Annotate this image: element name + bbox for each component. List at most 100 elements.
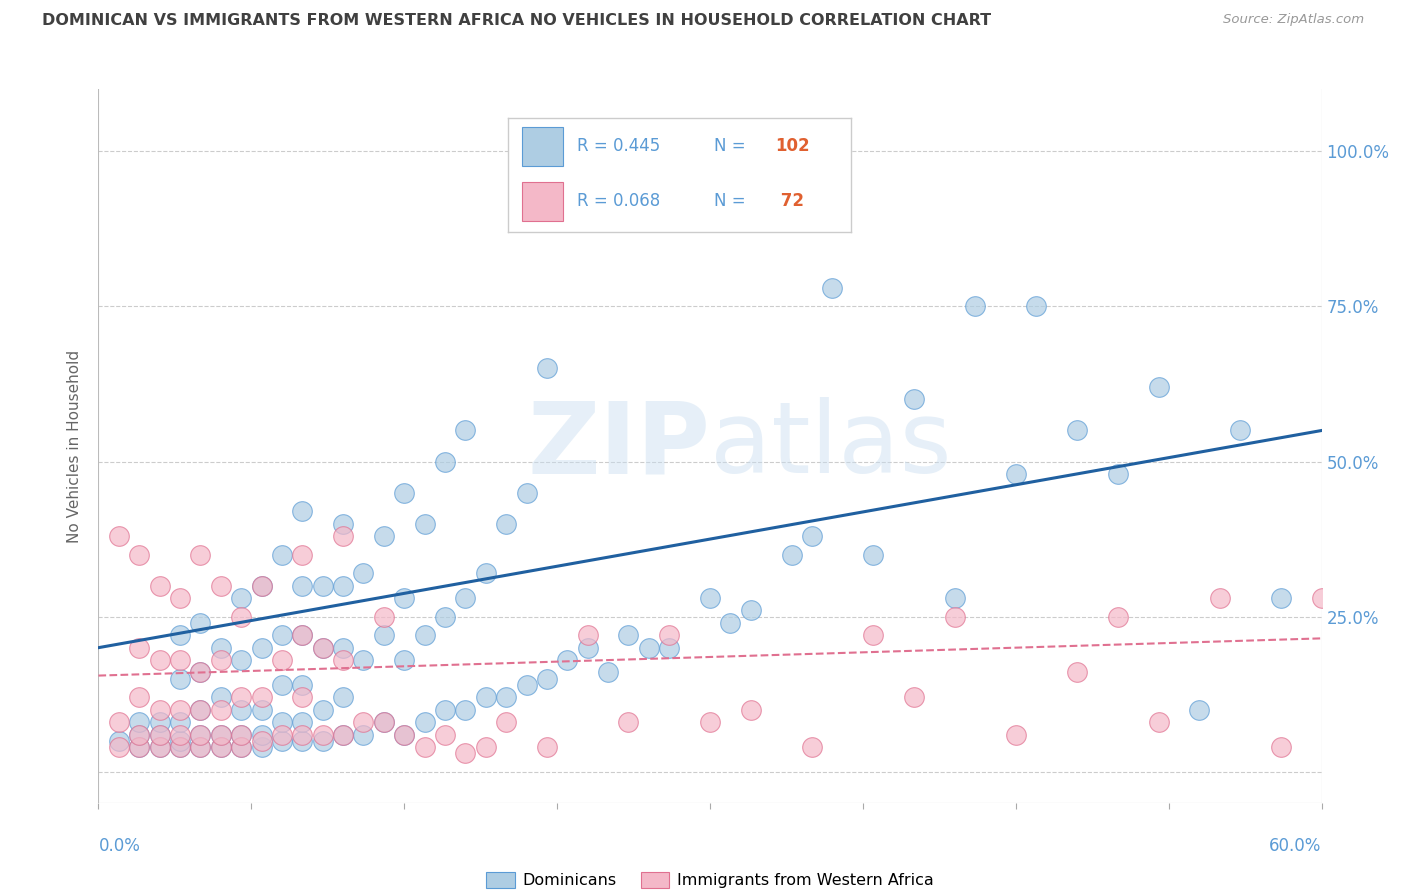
Point <box>250 703 273 717</box>
Point <box>128 715 150 730</box>
Point <box>332 516 354 531</box>
Point <box>250 690 273 705</box>
Text: R = 0.068: R = 0.068 <box>576 192 659 211</box>
Point <box>188 665 212 680</box>
Point <box>209 727 232 741</box>
Point <box>1066 424 1088 438</box>
Point <box>1147 380 1170 394</box>
Point <box>332 529 354 543</box>
Point <box>780 548 803 562</box>
Point <box>576 628 599 642</box>
Point <box>576 640 599 655</box>
Text: N =: N = <box>714 192 745 211</box>
Point <box>658 628 681 642</box>
Point <box>617 715 640 730</box>
Point <box>188 703 212 717</box>
Point <box>128 739 150 754</box>
Text: 102: 102 <box>775 137 810 155</box>
Point <box>821 281 844 295</box>
Point <box>862 548 884 562</box>
Point <box>312 733 335 747</box>
Point <box>332 727 354 741</box>
Text: 0.0%: 0.0% <box>98 837 141 855</box>
Point <box>352 715 374 730</box>
Point <box>128 727 150 741</box>
Point <box>332 579 354 593</box>
Point <box>1310 591 1333 605</box>
Text: 72: 72 <box>775 192 804 211</box>
Point <box>149 653 172 667</box>
Point <box>291 727 314 741</box>
Point <box>413 628 436 642</box>
Point <box>128 690 150 705</box>
Point <box>495 516 517 531</box>
Point <box>617 628 640 642</box>
Point <box>495 690 517 705</box>
Point <box>169 628 191 642</box>
Point <box>943 591 966 605</box>
Point <box>1270 591 1292 605</box>
Point <box>658 640 681 655</box>
Point <box>454 591 477 605</box>
Point <box>188 739 212 754</box>
Point <box>231 653 253 667</box>
Point <box>1004 727 1026 741</box>
Point <box>270 727 294 741</box>
Point <box>1229 424 1251 438</box>
Point <box>1270 739 1292 754</box>
Point <box>108 739 131 754</box>
Point <box>903 392 925 407</box>
Bar <box>522 182 562 220</box>
Point <box>209 579 232 593</box>
Point <box>209 739 232 754</box>
Point <box>108 529 131 543</box>
Point <box>598 665 620 680</box>
Point <box>312 640 335 655</box>
Point <box>188 703 212 717</box>
Point <box>231 727 253 741</box>
Point <box>1188 703 1211 717</box>
Point <box>169 715 191 730</box>
Point <box>1147 715 1170 730</box>
Point <box>373 609 395 624</box>
Text: ZIP: ZIP <box>527 398 710 494</box>
Point <box>270 715 294 730</box>
Point <box>332 640 354 655</box>
Point <box>352 653 374 667</box>
Point <box>270 548 294 562</box>
Point <box>434 609 457 624</box>
Point <box>149 739 172 754</box>
Point <box>312 640 335 655</box>
Point <box>231 591 253 605</box>
Point <box>188 615 212 630</box>
Point <box>250 739 273 754</box>
Point <box>474 690 498 705</box>
Point <box>169 672 191 686</box>
Point <box>740 703 762 717</box>
Point <box>332 653 354 667</box>
Point <box>1107 467 1129 481</box>
Y-axis label: No Vehicles in Household: No Vehicles in Household <box>67 350 83 542</box>
Point <box>231 703 253 717</box>
Point <box>149 739 172 754</box>
Point <box>312 703 335 717</box>
Point <box>903 690 925 705</box>
Point <box>352 727 374 741</box>
Point <box>699 591 721 605</box>
Text: DOMINICAN VS IMMIGRANTS FROM WESTERN AFRICA NO VEHICLES IN HOUSEHOLD CORRELATION: DOMINICAN VS IMMIGRANTS FROM WESTERN AFR… <box>42 13 991 29</box>
Point <box>801 739 824 754</box>
Point <box>250 579 273 593</box>
Point <box>373 628 395 642</box>
Point <box>270 733 294 747</box>
Point <box>516 485 538 500</box>
Point <box>801 529 824 543</box>
Point <box>332 727 354 741</box>
Point <box>169 739 191 754</box>
Bar <box>522 127 562 166</box>
Point <box>373 529 395 543</box>
Point <box>943 609 966 624</box>
Text: N =: N = <box>714 137 745 155</box>
Legend: Dominicans, Immigrants from Western Africa: Dominicans, Immigrants from Western Afri… <box>479 866 941 892</box>
Point <box>291 579 314 593</box>
Point <box>209 727 232 741</box>
